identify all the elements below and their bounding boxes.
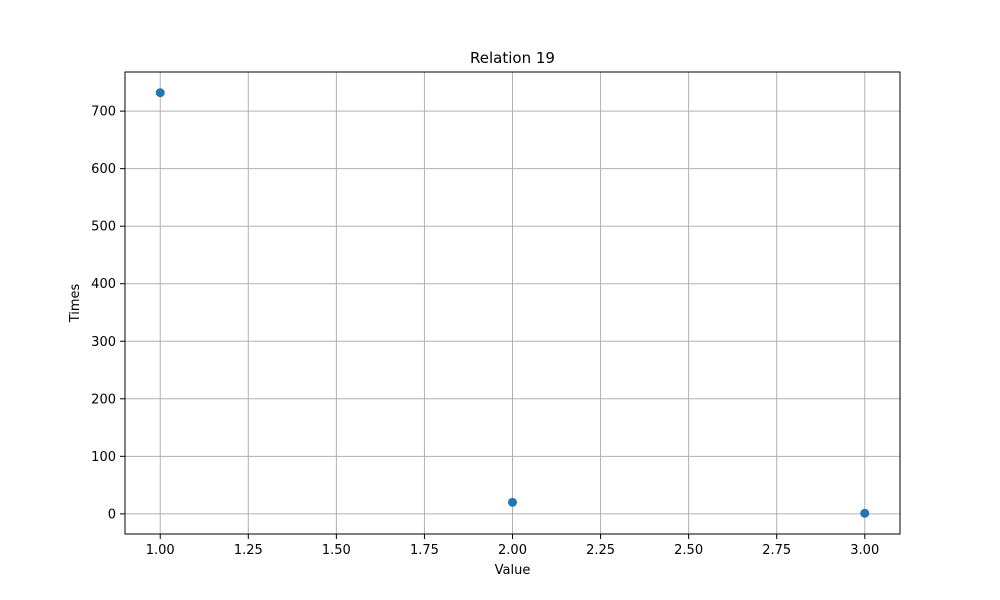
- x-tick-label: 1.00: [146, 543, 175, 558]
- ticks: 1.00 1.25 1.50 1.75 2.00 2.25 2.50 2.75 3.00 0 100…: [91, 105, 879, 558]
- y-tick-label: 100: [91, 450, 116, 465]
- x-tick-label: 2.00: [498, 543, 527, 558]
- y-tick-label: 400: [91, 277, 116, 292]
- y-tick-label: 500: [91, 220, 116, 235]
- data-point: [860, 508, 870, 518]
- plot-frame: [124, 71, 901, 535]
- x-tick-label: 1.50: [322, 543, 351, 558]
- y-tick-label: 600: [91, 162, 116, 177]
- y-tick-label: 700: [91, 105, 116, 120]
- y-axis-label: Times: [68, 283, 83, 323]
- x-tick-label: 1.25: [234, 543, 263, 558]
- grid: [125, 72, 900, 534]
- x-tick-label: 2.25: [586, 543, 615, 558]
- x-tick-label: 1.75: [410, 543, 439, 558]
- y-tick-label: 300: [91, 335, 116, 350]
- y-tick-label: 0: [108, 507, 116, 522]
- x-tick-label: 2.50: [674, 543, 703, 558]
- x-tick-label: 2.75: [762, 543, 791, 558]
- y-tick-label: 200: [91, 392, 116, 407]
- x-axis-label: Value: [495, 563, 531, 578]
- chart-title: Relation 19: [470, 49, 555, 67]
- data-point: [508, 497, 517, 507]
- data-point: [155, 88, 165, 98]
- data-points: [155, 88, 870, 518]
- x-tick-label: 3.00: [850, 543, 879, 558]
